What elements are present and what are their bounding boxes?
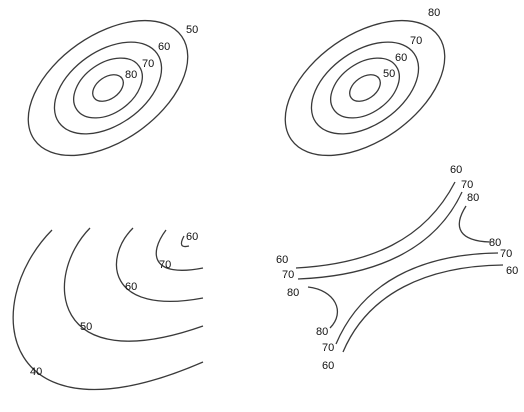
- contour-label: 70: [142, 58, 154, 70]
- contour-label: 80: [316, 326, 328, 338]
- contour-label: 60: [125, 281, 137, 293]
- contour-label: 70: [410, 35, 422, 47]
- contour-70: [63, 46, 154, 131]
- contour-50: [345, 69, 385, 107]
- contour-label: 80: [125, 69, 137, 81]
- contour-label: 70: [500, 248, 512, 260]
- panel-bottom-left: 60 70 60 50 40: [13, 228, 203, 389]
- contour-label: 70: [461, 179, 473, 191]
- contour-label: 60: [186, 231, 198, 243]
- contour-label: 60: [395, 52, 407, 64]
- contour-label: 80: [467, 192, 479, 204]
- contour-label: 60: [276, 254, 288, 266]
- contour-80: [308, 287, 337, 328]
- contour-label: 60: [450, 164, 462, 176]
- contour-label: 40: [30, 366, 42, 378]
- contour-label: 50: [186, 24, 198, 36]
- contour-label: 50: [383, 68, 395, 80]
- contour-label: 60: [158, 41, 170, 53]
- contour-80: [459, 206, 490, 242]
- panel-top-right: 80 70 60 50: [261, 0, 469, 183]
- contour-50: [4, 0, 212, 183]
- contour-label: 60: [322, 360, 334, 372]
- contour-80: [261, 0, 469, 183]
- contour-60: [296, 182, 455, 268]
- panel-bottom-right: 60 70 80 80 70 60 60 70 80 80 70 60: [276, 164, 518, 372]
- contour-60: [343, 265, 503, 352]
- contour-80: [88, 69, 128, 107]
- contour-label: 80: [287, 287, 299, 299]
- contour-label: 70: [322, 342, 334, 354]
- contour-label: 50: [80, 321, 92, 333]
- contour-label: 60: [506, 265, 518, 277]
- contour-label: 80: [428, 7, 440, 19]
- panel-top-left: 50 60 70 80: [4, 0, 212, 183]
- contour-label: 70: [159, 259, 171, 271]
- contour-label: 70: [282, 269, 294, 281]
